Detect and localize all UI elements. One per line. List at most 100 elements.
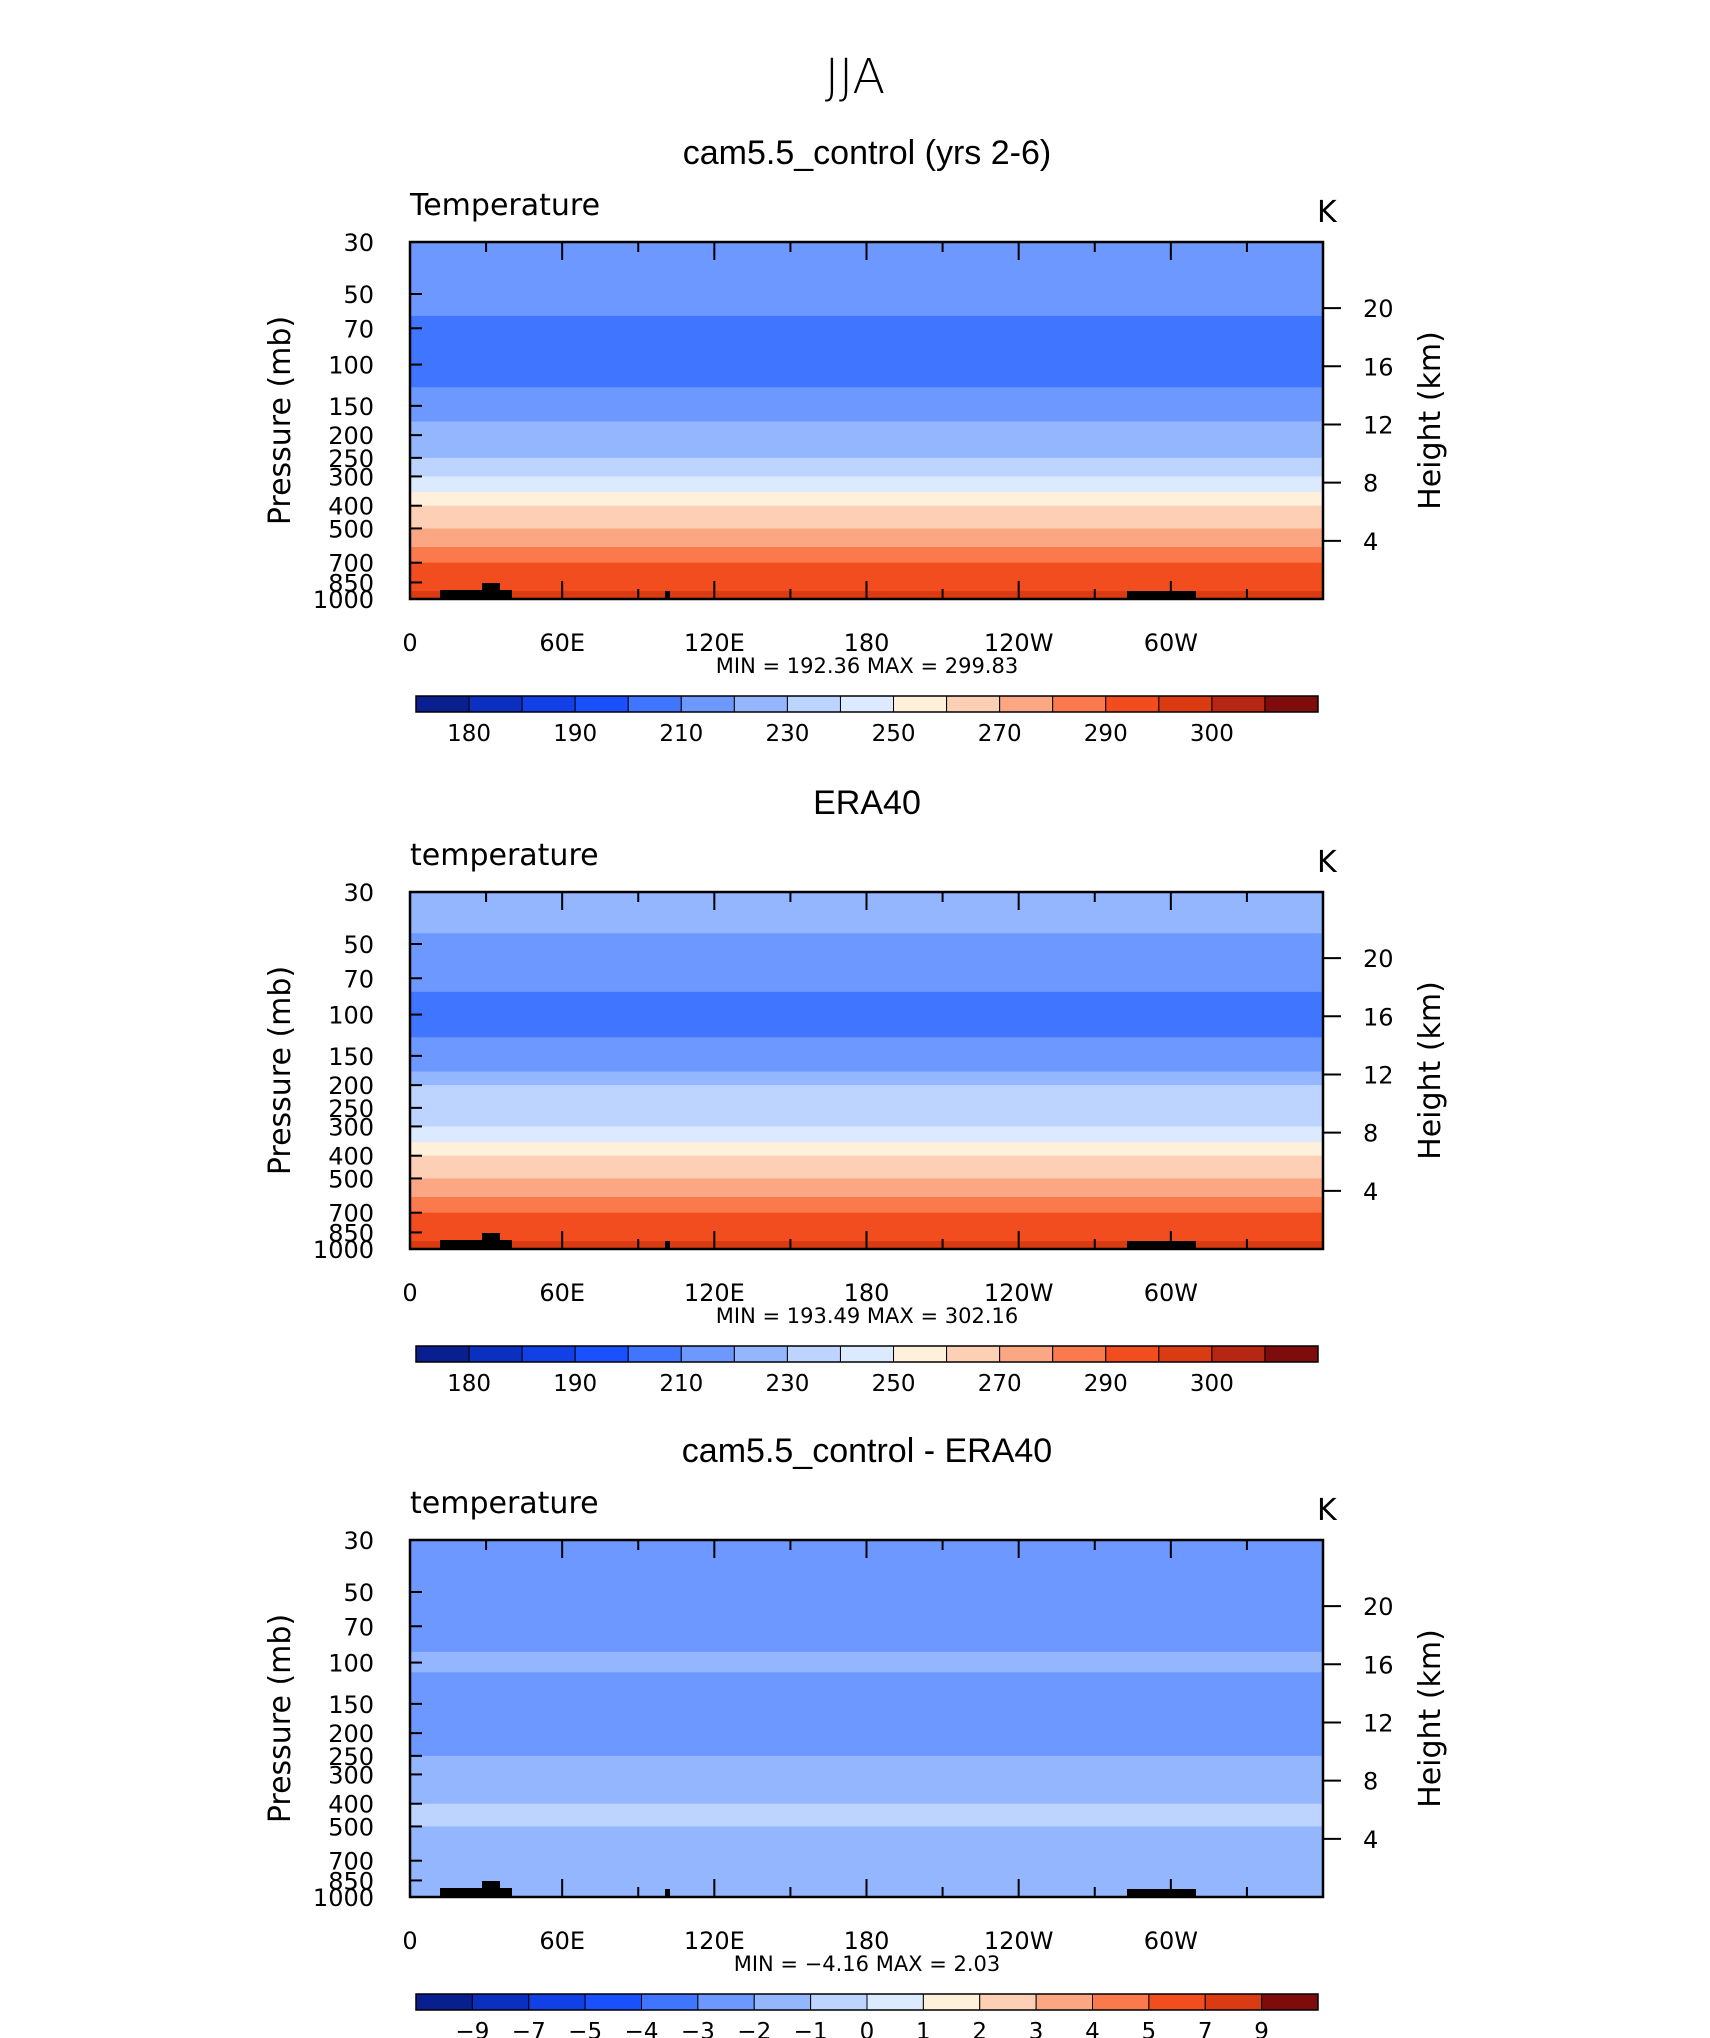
contour-band (410, 476, 1323, 493)
colorbar-swatch (574, 1345, 629, 1363)
units-label: K (1317, 845, 1338, 880)
contour-band (410, 1613, 1323, 1634)
colorbar-swatch (1264, 695, 1319, 713)
colorbar-swatch (697, 1993, 755, 2011)
colorbar-label: −7 (512, 2019, 546, 2038)
colorbar-label: 180 (447, 721, 491, 747)
colorbar-swatch (733, 1345, 788, 1363)
y-tick-label: 200 (328, 422, 374, 450)
colorbar-label: 270 (978, 1371, 1022, 1397)
x-axis: 0 60E 120E 180 120W 60W (402, 1540, 1324, 1955)
figure-title: JJA (825, 49, 885, 105)
topography-block (1127, 1241, 1196, 1249)
y2-tick-label: 4 (1363, 1826, 1378, 1854)
contour-band (410, 1014, 1323, 1038)
colorbar-swatch (415, 695, 470, 713)
colorbar-swatch (415, 1345, 470, 1363)
y2-axis-title: Height (km) (1413, 331, 1448, 510)
colorbar-label: 210 (659, 1371, 703, 1397)
contour-band (410, 1126, 1323, 1143)
y-tick-label: 50 (343, 281, 374, 309)
colorbar-swatch (1261, 1993, 1319, 2011)
x-tick-label: 120W (984, 629, 1054, 657)
y-tick-label: 150 (328, 1043, 374, 1071)
colorbar-swatch (468, 695, 523, 713)
contour-band (410, 1581, 1323, 1615)
colorbar-label: 1 (916, 2019, 931, 2038)
colorbar-label: 300 (1190, 1371, 1234, 1397)
y2-tick-label: 12 (1363, 1061, 1394, 1089)
y2-tick-label: 16 (1363, 1003, 1394, 1031)
y2-tick-label: 20 (1363, 295, 1394, 323)
contour-band (410, 1071, 1323, 1086)
y2-tick-label: 8 (1363, 470, 1378, 498)
y2-tick-label: 20 (1363, 1593, 1394, 1621)
colorbar-label: 290 (1084, 721, 1128, 747)
contour-band (410, 1853, 1323, 1875)
contour-band (410, 1826, 1323, 1854)
colorbar-label: −4 (625, 2019, 659, 2038)
x-tick-label: 60E (539, 629, 585, 657)
colorbar-swatch (1035, 1993, 1093, 2011)
y2-tick-label: 16 (1363, 353, 1394, 381)
y-tick-label: 200 (328, 1720, 374, 1748)
contour-band (410, 1672, 1323, 1698)
x-tick-label: 120E (684, 1279, 745, 1307)
colorbar-swatch (979, 1993, 1037, 2011)
colorbar-label: 230 (765, 1371, 809, 1397)
x-tick-label: 60E (539, 1279, 585, 1307)
x-tick-label: 120E (684, 629, 745, 657)
y-tick-label: 300 (328, 1113, 374, 1141)
colorbar-swatch (415, 1993, 473, 2011)
colorbar-swatch (1158, 695, 1213, 713)
colorbar-swatch (528, 1993, 586, 2011)
colorbar-swatch (1105, 1345, 1160, 1363)
x-tick-label: 60W (1144, 629, 1198, 657)
colorbar-label: −9 (455, 2019, 489, 2038)
contour-band (410, 1696, 1323, 1718)
contour-band (410, 341, 1323, 366)
y-tick-label: 30 (343, 879, 374, 907)
colorbar-swatch (946, 695, 1001, 713)
contour-field (410, 892, 1323, 1250)
y-tick-label: 700 (328, 550, 374, 578)
colorbar-swatch (1158, 1345, 1213, 1363)
y-tick-label: 500 (328, 1813, 374, 1841)
contour-band (410, 1803, 1323, 1828)
colorbar-swatch (1211, 695, 1266, 713)
colorbar-swatch (999, 1345, 1054, 1363)
y2-tick-label: 16 (1363, 1651, 1394, 1679)
y-tick-label: 150 (328, 1691, 374, 1719)
colorbar-swatch (753, 1993, 812, 2011)
panel-2: ERA40 temperature K 0 60E 120E 180 120W 60W 30 50 7… (263, 784, 1448, 1397)
colorbar-frame (415, 1345, 1319, 1363)
colorbar: −9 −7 −5 −4 −3 −2 −1 0 1 2 3 4 5 7 9 (415, 1993, 1319, 2038)
colorbar-label: 4 (1085, 2019, 1100, 2038)
colorbar-label: 190 (553, 721, 597, 747)
y2-tick-label: 8 (1363, 1768, 1378, 1796)
y-tick-label: 1000 (313, 586, 374, 614)
topography-block (440, 590, 512, 599)
contour-band (410, 1037, 1323, 1057)
x-axis: 0 60E 120E 180 120W 60W (402, 892, 1324, 1307)
colorbar-swatch (468, 1345, 523, 1363)
y-tick-label: 70 (343, 315, 374, 343)
panel-title: cam5.5_control - ERA40 (682, 1432, 1052, 1470)
y-tick-label: 70 (343, 1613, 374, 1641)
contour-band (410, 1178, 1323, 1198)
contour-field (410, 242, 1323, 600)
y2-tick-label: 12 (1363, 1709, 1394, 1737)
min-max-stats: MIN = 192.36 MAX = 299.83 (716, 654, 1018, 678)
y-tick-label: 50 (343, 931, 374, 959)
colorbar-swatch (680, 695, 735, 713)
colorbar-swatch (839, 1345, 895, 1363)
colorbar-swatch (786, 1345, 841, 1363)
colorbar-swatch (471, 1993, 530, 2011)
y-tick-label: 300 (328, 463, 374, 491)
y-tick-label: 850 (328, 1867, 374, 1895)
contour-band (410, 546, 1323, 564)
